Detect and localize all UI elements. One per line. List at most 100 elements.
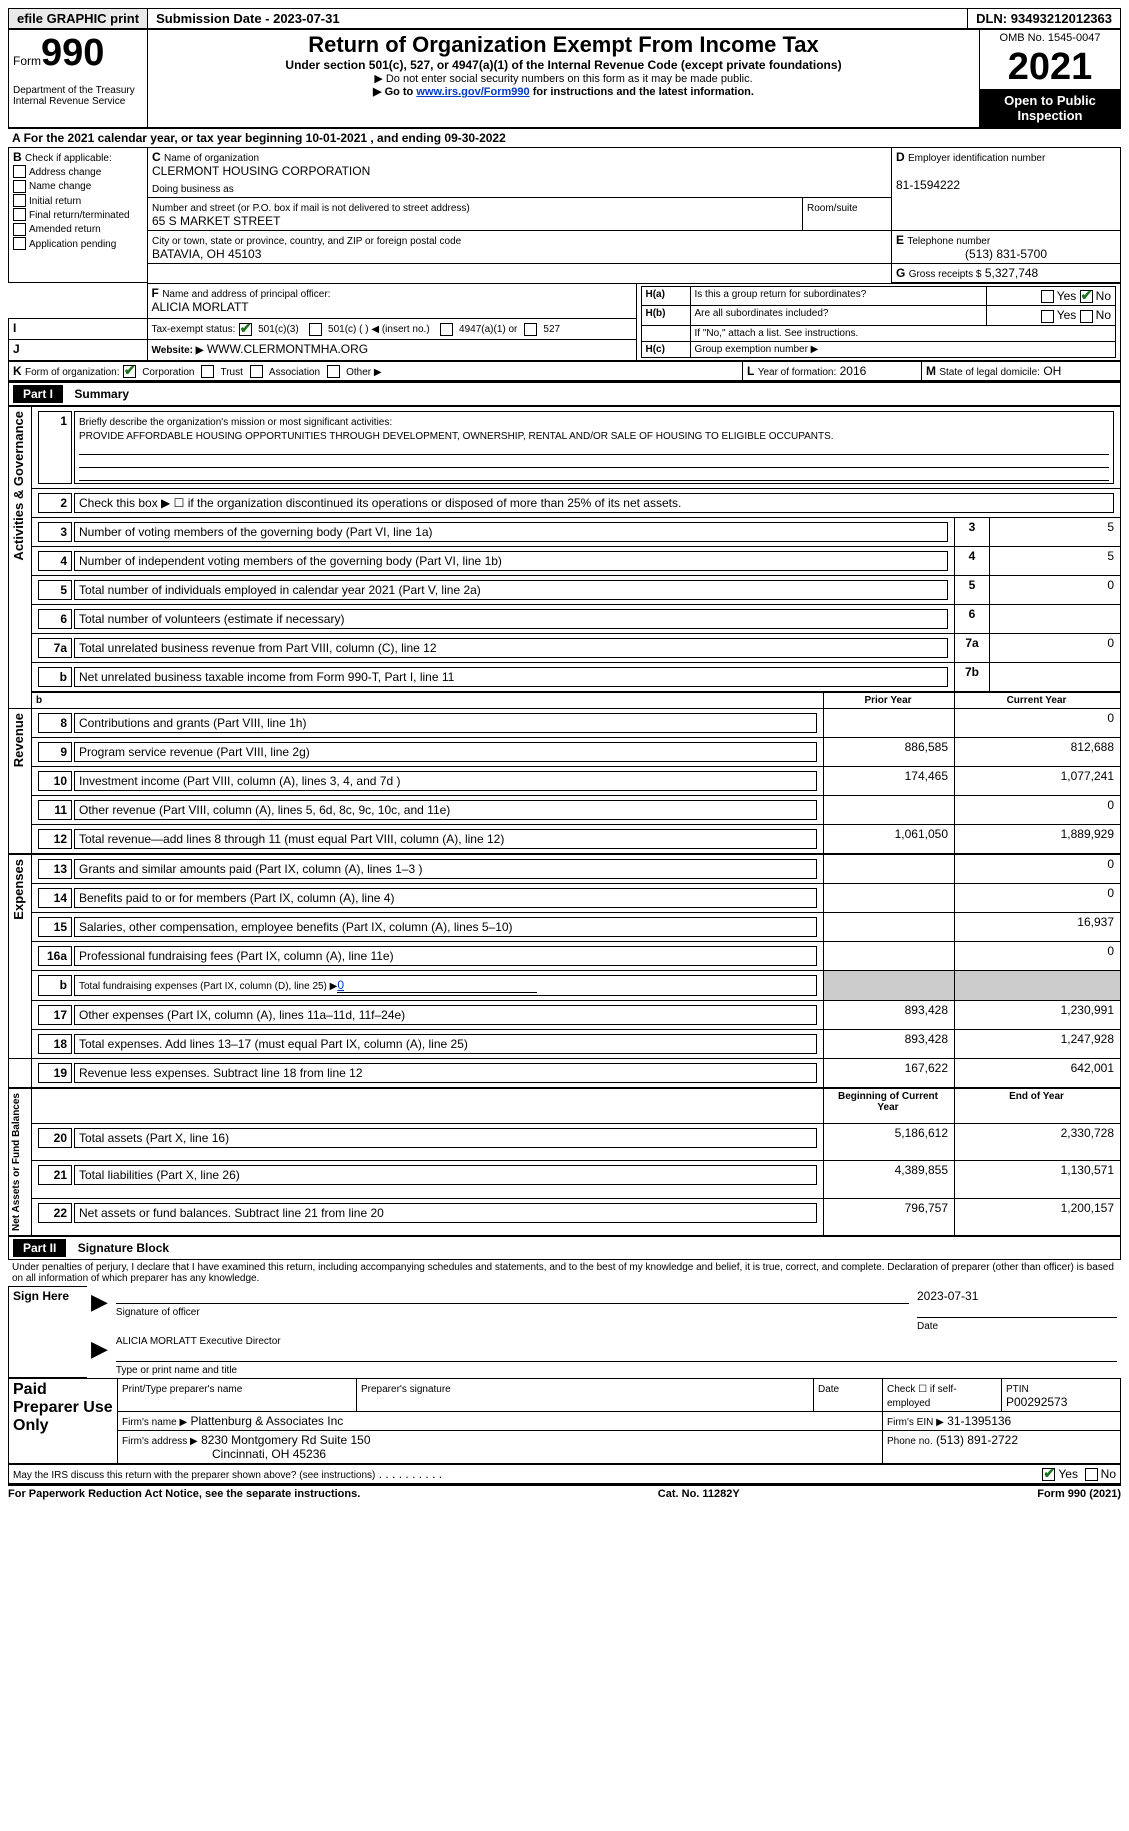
sig-date-value: 2023-07-31 [917, 1289, 1117, 1303]
r10py: 174,465 [824, 766, 955, 795]
vlabel-net: Net Assets or Fund Balances [9, 1089, 24, 1235]
firm-name: Plattenburg & Associates Inc [191, 1414, 344, 1428]
part2-badge: Part II [13, 1239, 66, 1257]
check-amended[interactable] [13, 223, 26, 236]
check-ha-no[interactable] [1080, 290, 1093, 303]
e16b-py-shaded [824, 970, 955, 1000]
form-title: Return of Organization Exempt From Incom… [152, 32, 975, 58]
opt-527: 527 [543, 324, 560, 335]
check-hb-no[interactable] [1080, 310, 1093, 323]
check-other[interactable] [327, 365, 340, 378]
n22n: 22 [38, 1203, 72, 1223]
room-label: Room/suite [807, 203, 858, 214]
h-note: If "No," attach a list. See instructions… [690, 325, 1116, 341]
l6box: 6 [955, 604, 990, 633]
l7abox: 7a [955, 633, 990, 662]
vlabel-revenue: Revenue [9, 709, 28, 771]
l7bd: Net unrelated business taxable income fr… [74, 667, 948, 687]
check-hb-yes[interactable] [1041, 310, 1054, 323]
check-name-change[interactable] [13, 180, 26, 193]
check-final-return[interactable] [13, 208, 26, 221]
n21d: Total liabilities (Part X, line 26) [74, 1165, 817, 1185]
org-name: CLERMONT HOUSING CORPORATION [152, 164, 370, 178]
r9py: 886,585 [824, 737, 955, 766]
e16ad: Professional fundraising fees (Part IX, … [74, 946, 817, 966]
n21py: 4,389,855 [824, 1161, 955, 1198]
r12cy: 1,889,929 [955, 824, 1121, 854]
mission-text: PROVIDE AFFORDABLE HOUSING OPPORTUNITIES… [79, 431, 834, 442]
check-4947[interactable] [440, 323, 453, 336]
q1-label: Briefly describe the organization's miss… [79, 417, 392, 428]
n20d: Total assets (Part X, line 16) [74, 1128, 817, 1148]
check-initial-return[interactable] [13, 194, 26, 207]
check-ha-yes[interactable] [1041, 290, 1054, 303]
e17n: 17 [38, 1005, 72, 1025]
ein-value: 81-1594222 [896, 178, 960, 192]
check-corp[interactable] [123, 365, 136, 378]
opt-address-change: Address change [29, 167, 101, 178]
check-discuss-no[interactable] [1085, 1468, 1098, 1481]
e16bd: Total fundraising expenses (Part IX, col… [79, 981, 337, 992]
e14n: 14 [38, 888, 72, 908]
col-curr: Current Year [955, 692, 1121, 709]
e14cy: 0 [955, 883, 1121, 912]
r9d: Program service revenue (Part VIII, line… [74, 742, 817, 762]
opt-name-change: Name change [29, 181, 91, 192]
dln-label: DLN: [976, 11, 1007, 26]
part1-header: Part I Summary [8, 382, 1121, 406]
check-app-pending[interactable] [13, 237, 26, 250]
firm-addr-label: Firm's address ▶ [122, 1436, 198, 1447]
form-subtitle: Under section 501(c), 527, or 4947(a)(1)… [152, 58, 975, 72]
opt-final-return: Final return/terminated [29, 210, 130, 221]
firm-addr1: 8230 Montgomery Rd Suite 150 [201, 1433, 370, 1447]
l6v [990, 604, 1121, 633]
l-label: Year of formation: [758, 367, 837, 378]
e17d: Other expenses (Part IX, column (A), lin… [74, 1005, 817, 1025]
firm-ein: 31-1395136 [947, 1414, 1011, 1428]
check-501c3[interactable] [239, 323, 252, 336]
check-assoc[interactable] [250, 365, 263, 378]
ha-question: Is this a group return for subordinates? [690, 287, 987, 306]
page-footer: For Paperwork Reduction Act Notice, see … [8, 1484, 1121, 1500]
phone-value: (513) 831-5700 [896, 247, 1116, 261]
hb-question: Are all subordinates included? [690, 306, 987, 325]
line-a-tax-year: A For the 2021 calendar year, or tax yea… [8, 129, 1121, 147]
check-trust[interactable] [201, 365, 214, 378]
open-to-public: Open to Public Inspection [980, 89, 1120, 127]
note2-post: for instructions and the latest informat… [530, 86, 754, 98]
r9n: 9 [38, 742, 72, 762]
check-discuss-yes[interactable] [1042, 1468, 1055, 1481]
check-501c[interactable] [309, 323, 322, 336]
j-label: Website: ▶ [152, 345, 204, 356]
check-527[interactable] [524, 323, 537, 336]
discuss-no: No [1101, 1467, 1116, 1481]
opt-501c3: 501(c)(3) [258, 324, 299, 335]
efile-print-button[interactable]: efile GRAPHIC print [9, 9, 148, 28]
q2-text: Check this box ▶ ☐ if the organization d… [74, 493, 1114, 513]
r9cy: 812,688 [955, 737, 1121, 766]
form-header: Form990 Department of the Treasury Inter… [8, 29, 1121, 129]
r10cy: 1,077,241 [955, 766, 1121, 795]
irs-label: Internal Revenue Service [13, 96, 143, 107]
e15py [824, 912, 955, 941]
e18n: 18 [38, 1034, 72, 1054]
opt-other: Other ▶ [346, 367, 381, 378]
e16b-val[interactable]: 0 [337, 978, 537, 993]
l4v: 5 [990, 546, 1121, 575]
e14py [824, 883, 955, 912]
form-word: Form [13, 54, 41, 68]
e16acy: 0 [955, 941, 1121, 970]
opt-trust: Trust [220, 367, 242, 378]
check-address-change[interactable] [13, 165, 26, 178]
form990-link[interactable]: www.irs.gov/Form990 [416, 86, 529, 98]
l7bbox: 7b [955, 662, 990, 692]
r10n: 10 [38, 771, 72, 791]
prep-name-label: Print/Type preparer's name [122, 1384, 242, 1395]
officer-type-label: Type or print name and title [116, 1365, 237, 1376]
yes-label-2: Yes [1057, 308, 1077, 322]
l7an: 7a [38, 638, 72, 658]
prep-date-label: Date [818, 1384, 839, 1395]
n20py: 5,186,612 [824, 1123, 955, 1160]
col-end: End of Year [955, 1088, 1121, 1123]
part1-body: Activities & Governance 1 Briefly descri… [8, 406, 1121, 1236]
